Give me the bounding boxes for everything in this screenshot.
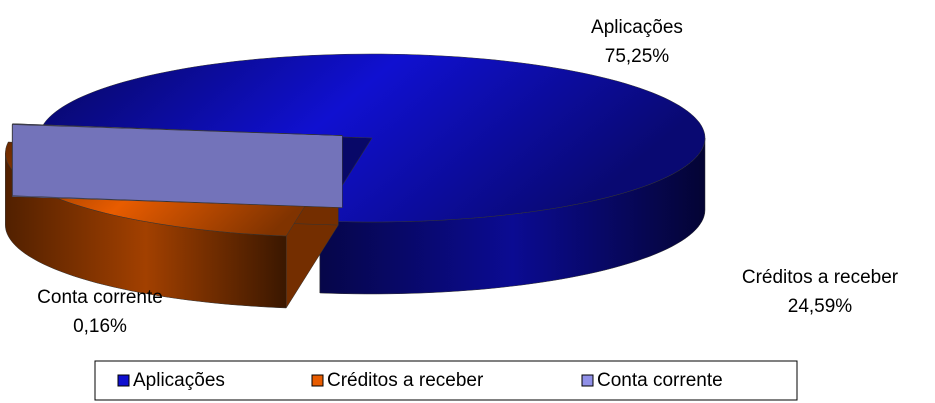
data-label-value: 0,16% bbox=[73, 316, 127, 337]
data-label-name: Conta corrente bbox=[37, 287, 163, 308]
slice-wall bbox=[12, 123, 343, 208]
pie-slice bbox=[11, 123, 343, 208]
legend-swatch bbox=[581, 374, 594, 387]
data-label-name: Aplicações bbox=[591, 17, 683, 38]
slice-top bbox=[11, 123, 343, 136]
data-label-name: Créditos a receber bbox=[742, 267, 899, 288]
legend-label: Créditos a receber bbox=[327, 370, 484, 391]
legend-swatch bbox=[311, 374, 324, 387]
slice-top bbox=[41, 53, 706, 223]
data-label-value: 24,59% bbox=[788, 296, 853, 317]
data-label-value: 75,25% bbox=[605, 46, 670, 67]
legend-box bbox=[94, 360, 798, 401]
legend-label: Conta corrente bbox=[597, 370, 723, 391]
legend-swatch bbox=[117, 374, 130, 387]
legend-label: Aplicações bbox=[133, 370, 225, 391]
